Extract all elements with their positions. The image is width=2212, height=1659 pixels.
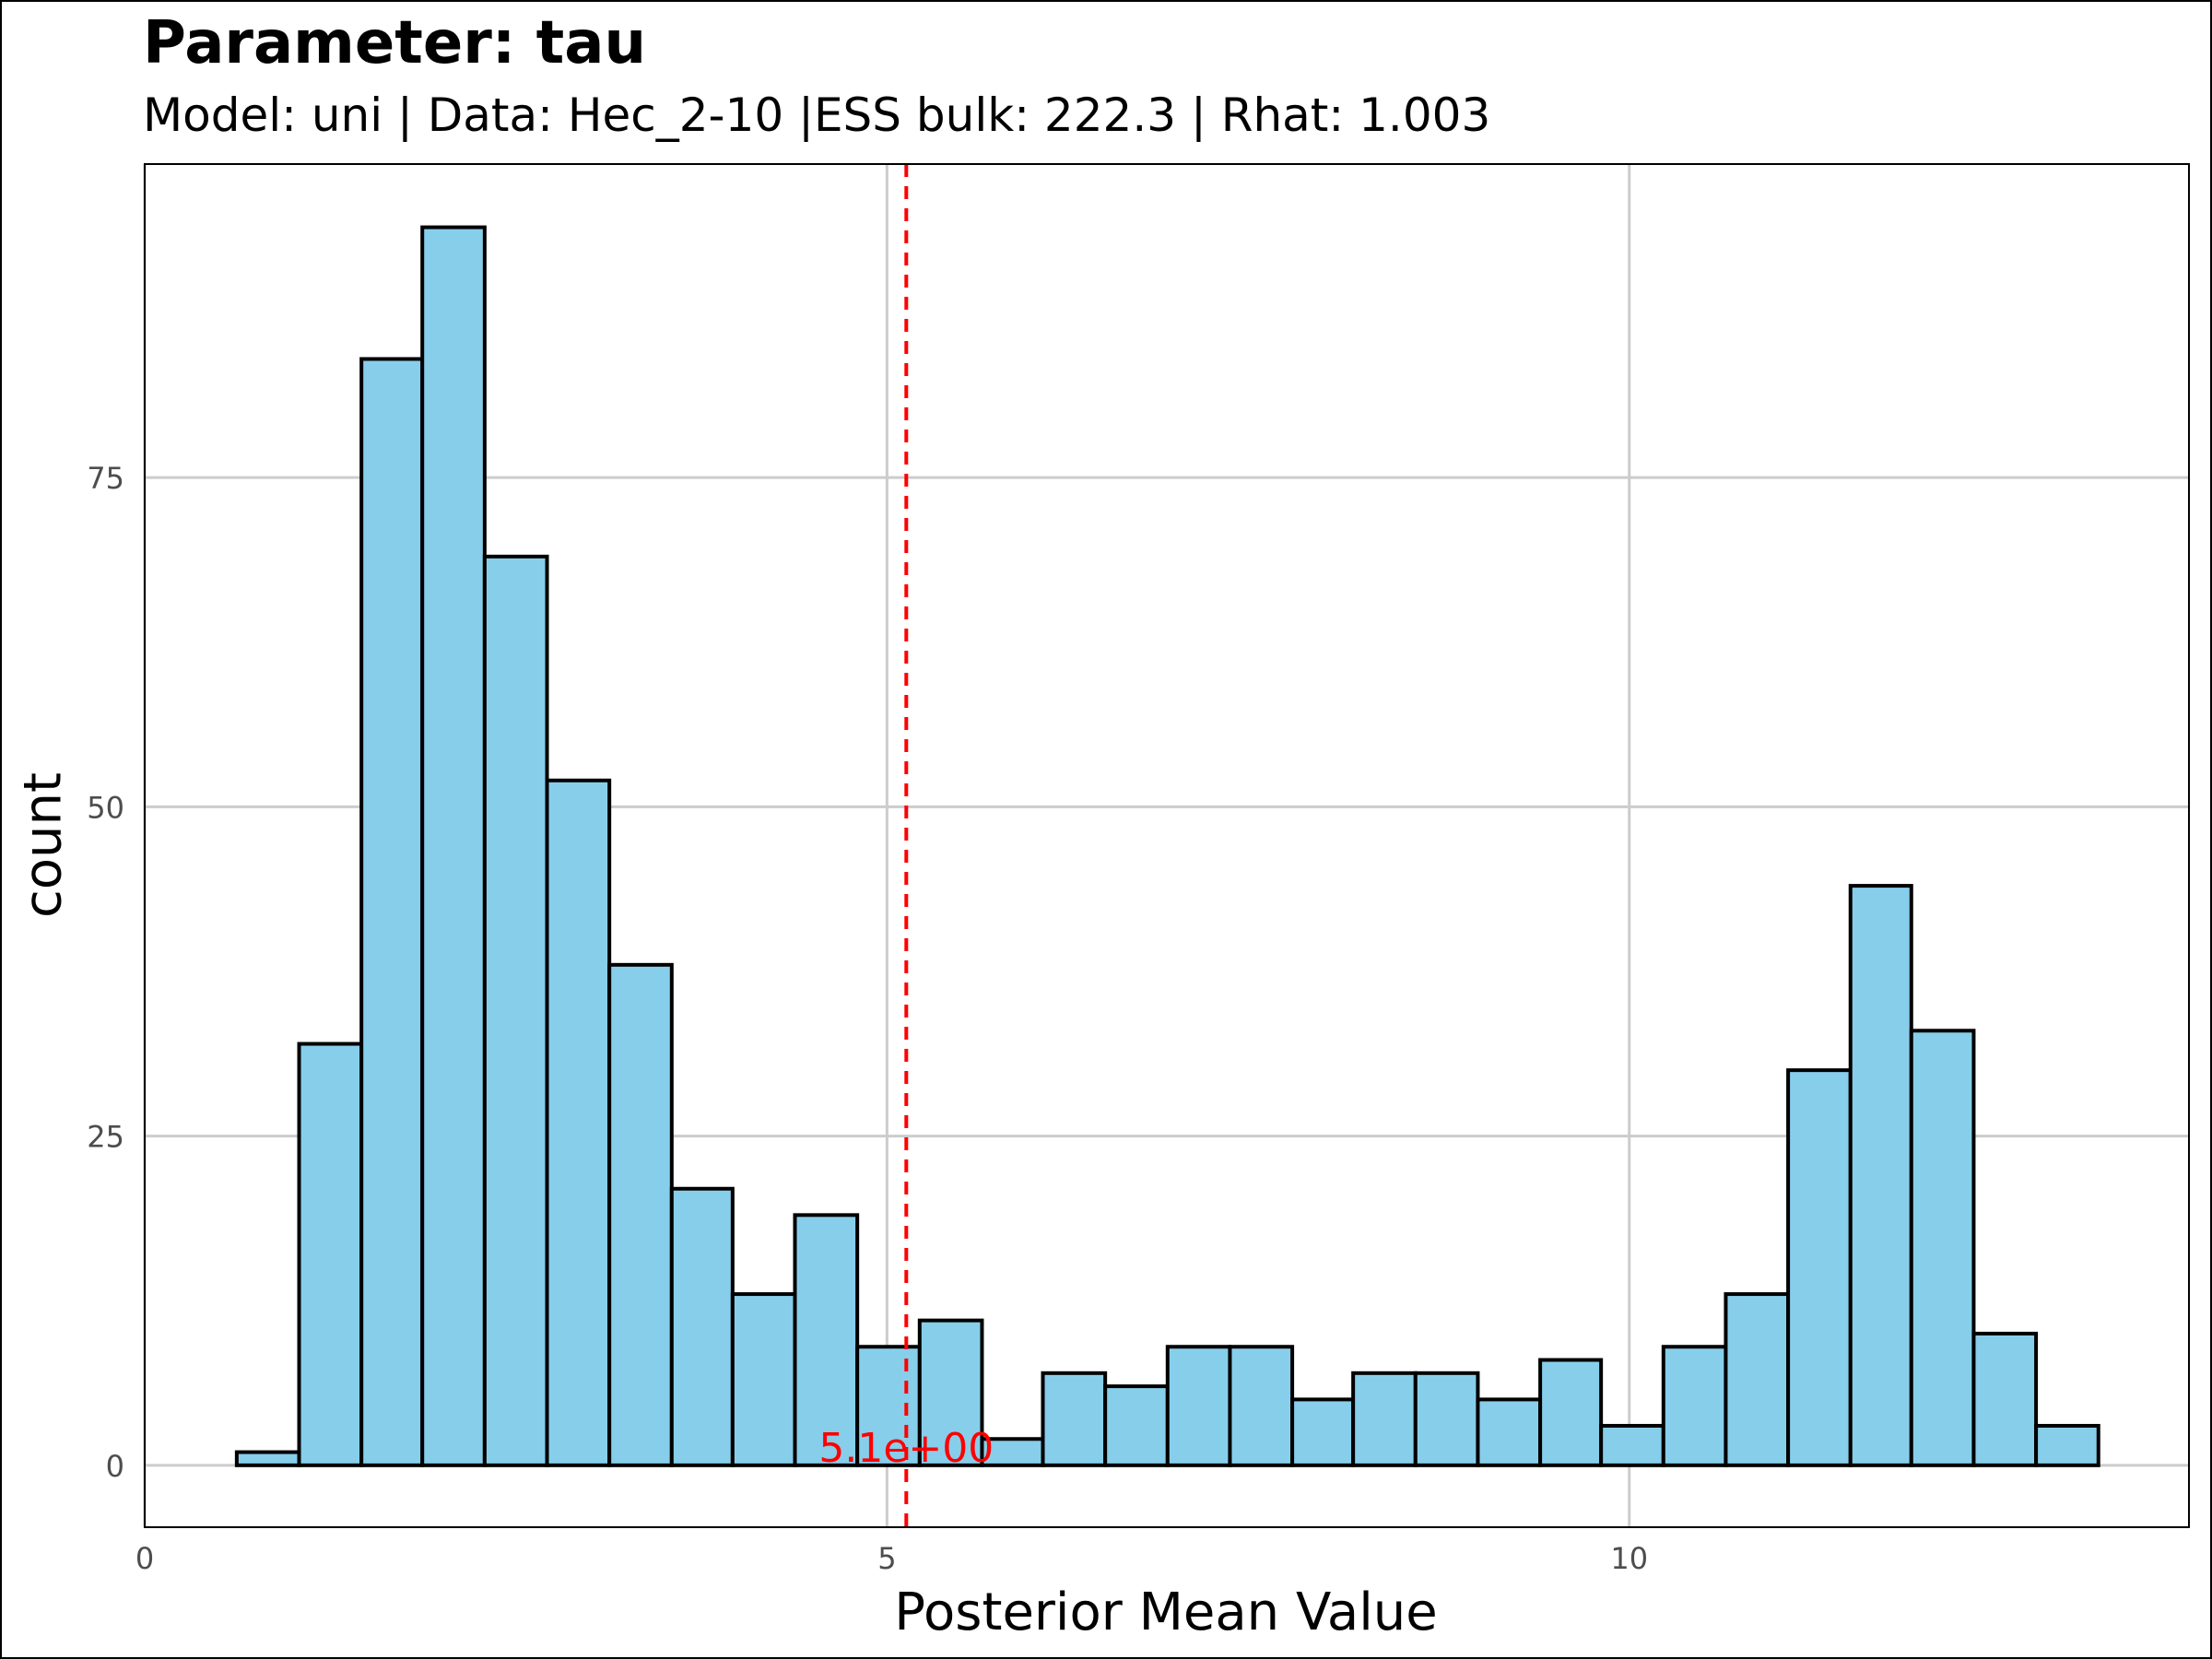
histogram-bar xyxy=(917,1318,984,1467)
histogram-bar xyxy=(1165,1345,1232,1467)
histogram-bar xyxy=(545,778,612,1467)
histogram-bar xyxy=(1599,1423,1665,1467)
histogram-bar xyxy=(730,1292,797,1467)
plot-panel-border xyxy=(144,163,2190,1528)
histogram-bar xyxy=(1909,1029,1976,1467)
mean-marker: 5.1e+00 xyxy=(818,164,994,1527)
histogram-bar xyxy=(1661,1345,1728,1467)
histogram-bar xyxy=(1538,1358,1604,1467)
y-tick-label: 75 xyxy=(87,461,124,496)
histogram-bar xyxy=(1290,1397,1356,1467)
chart-subtitle: Model: uni | Data: Hec_2-10 |ESS bulk: 2… xyxy=(143,88,1491,142)
axes: 0 25 50 75 0 5 10 xyxy=(87,163,2190,1576)
mean-label: 5.1e+00 xyxy=(818,1425,994,1472)
histogram-bar xyxy=(607,962,674,1467)
histogram-bar xyxy=(1103,1384,1170,1467)
y-tick-label: 25 xyxy=(87,1120,124,1155)
histogram-bar xyxy=(1413,1371,1480,1467)
histogram-bar xyxy=(1848,884,1913,1467)
histogram-bar xyxy=(855,1345,922,1467)
x-tick-label: 10 xyxy=(1610,1541,1648,1576)
histogram-bar xyxy=(1228,1345,1295,1467)
histogram-bar xyxy=(980,1437,1045,1467)
x-axis-label: Posterior Mean Value xyxy=(894,1583,1438,1642)
y-tick-label: 50 xyxy=(87,790,124,825)
histogram-bar xyxy=(669,1186,735,1467)
histogram-bar xyxy=(482,554,549,1467)
x-tick-label: 0 xyxy=(135,1541,154,1576)
histogram-bar xyxy=(420,225,487,1467)
histogram-bar xyxy=(1351,1371,1418,1467)
x-tick-label: 5 xyxy=(877,1541,896,1576)
histogram-bars xyxy=(234,225,2100,1467)
y-tick-label: 0 xyxy=(106,1449,124,1484)
histogram-bar xyxy=(2034,1423,2100,1467)
chart-title: Parameter: tau xyxy=(143,9,646,77)
histogram-bar xyxy=(1476,1397,1543,1467)
histogram-bar xyxy=(1041,1371,1108,1467)
histogram-bar xyxy=(1724,1292,1791,1467)
histogram-bar xyxy=(1786,1068,1853,1467)
histogram-bar xyxy=(297,1041,364,1467)
histogram-bar xyxy=(234,1450,301,1467)
histogram-bar xyxy=(1971,1331,2039,1467)
histogram-bar xyxy=(793,1213,860,1467)
histogram-bar xyxy=(359,357,425,1467)
